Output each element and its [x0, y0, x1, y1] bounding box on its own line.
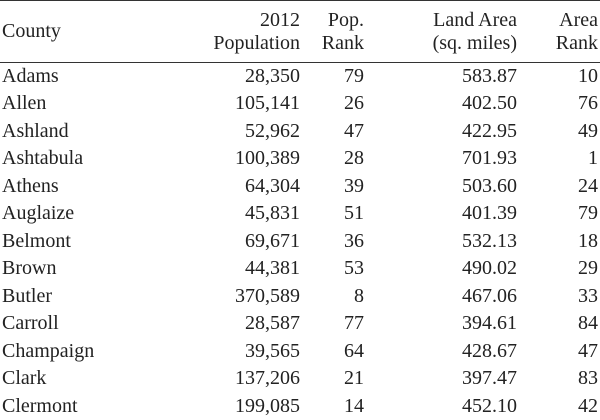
area-rank-cell: 33: [525, 283, 600, 311]
header-land-area-line-2: (sq. miles): [370, 32, 517, 55]
county-name: Auglaize: [0, 200, 175, 228]
land-area-cell: 397.47: [370, 365, 525, 393]
land-area-cell: 402.50: [370, 90, 525, 118]
header-land-area: Land Area (sq. miles): [370, 1, 525, 63]
header-pop-rank-line-2: Rank: [310, 32, 364, 55]
county-name: Champaign: [0, 338, 175, 366]
area-rank-cell: 84: [525, 310, 600, 338]
pop-rank-cell: 39: [310, 173, 370, 201]
land-area-cell: 467.06: [370, 283, 525, 311]
pop-rank-cell: 47: [310, 118, 370, 146]
table-body: Adams 28,350 79 583.87 10 Allen 105,141 …: [0, 63, 600, 420]
population-cell: 105,141: [175, 90, 310, 118]
land-area-cell: 422.95: [370, 118, 525, 146]
table-row: Allen 105,141 26 402.50 76: [0, 90, 600, 118]
table-row: Ashland 52,962 47 422.95 49: [0, 118, 600, 146]
table-header: County 2012 Population Pop. Rank Land Ar…: [0, 1, 600, 63]
header-county: County: [0, 1, 175, 63]
population-cell: 64,304: [175, 173, 310, 201]
pop-rank-cell: 14: [310, 393, 370, 420]
pop-rank-cell: 53: [310, 255, 370, 283]
table-row: Belmont 69,671 36 532.13 18: [0, 228, 600, 256]
population-cell: 199,085: [175, 393, 310, 420]
area-rank-cell: 83: [525, 365, 600, 393]
population-cell: 52,962: [175, 118, 310, 146]
population-cell: 137,206: [175, 365, 310, 393]
header-population-line-1: 2012: [175, 9, 300, 32]
county-name: Allen: [0, 90, 175, 118]
pop-rank-cell: 64: [310, 338, 370, 366]
county-name: Athens: [0, 173, 175, 201]
area-rank-cell: 10: [525, 63, 600, 91]
table-row: Butler 370,589 8 467.06 33: [0, 283, 600, 311]
header-row: County 2012 Population Pop. Rank Land Ar…: [0, 1, 600, 63]
county-name: Brown: [0, 255, 175, 283]
area-rank-cell: 76: [525, 90, 600, 118]
county-name: Clark: [0, 365, 175, 393]
header-population-line-2: Population: [175, 32, 300, 55]
county-name: Ashland: [0, 118, 175, 146]
county-name: Belmont: [0, 228, 175, 256]
area-rank-cell: 29: [525, 255, 600, 283]
population-cell: 370,589: [175, 283, 310, 311]
pop-rank-cell: 26: [310, 90, 370, 118]
county-name: Ashtabula: [0, 145, 175, 173]
header-area-rank-line-1: Area: [525, 9, 598, 32]
land-area-cell: 428.67: [370, 338, 525, 366]
pop-rank-cell: 36: [310, 228, 370, 256]
pop-rank-cell: 79: [310, 63, 370, 91]
population-cell: 39,565: [175, 338, 310, 366]
header-pop-rank-line-1: Pop.: [310, 9, 364, 32]
table-row: Auglaize 45,831 51 401.39 79: [0, 200, 600, 228]
table-row: Clark 137,206 21 397.47 83: [0, 365, 600, 393]
area-rank-cell: 1: [525, 145, 600, 173]
population-cell: 100,389: [175, 145, 310, 173]
area-rank-cell: 49: [525, 118, 600, 146]
header-area-rank: Area Rank: [525, 1, 600, 63]
population-cell: 44,381: [175, 255, 310, 283]
pop-rank-cell: 28: [310, 145, 370, 173]
population-cell: 28,350: [175, 63, 310, 91]
land-area-cell: 583.87: [370, 63, 525, 91]
pop-rank-cell: 8: [310, 283, 370, 311]
header-county-line-1: County: [2, 20, 175, 43]
land-area-cell: 701.93: [370, 145, 525, 173]
land-area-cell: 452.10: [370, 393, 525, 420]
land-area-cell: 503.60: [370, 173, 525, 201]
population-cell: 45,831: [175, 200, 310, 228]
header-pop-rank: Pop. Rank: [310, 1, 370, 63]
county-name: Clermont: [0, 393, 175, 420]
land-area-cell: 394.61: [370, 310, 525, 338]
table-row: Athens 64,304 39 503.60 24: [0, 173, 600, 201]
area-rank-cell: 42: [525, 393, 600, 420]
land-area-cell: 490.02: [370, 255, 525, 283]
pop-rank-cell: 21: [310, 365, 370, 393]
land-area-cell: 532.13: [370, 228, 525, 256]
table-row: Champaign 39,565 64 428.67 47: [0, 338, 600, 366]
area-rank-cell: 79: [525, 200, 600, 228]
county-name: Carroll: [0, 310, 175, 338]
area-rank-cell: 24: [525, 173, 600, 201]
population-cell: 69,671: [175, 228, 310, 256]
land-area-cell: 401.39: [370, 200, 525, 228]
pop-rank-cell: 51: [310, 200, 370, 228]
header-land-area-line-1: Land Area: [370, 9, 517, 32]
table-row: Clermont 199,085 14 452.10 42: [0, 393, 600, 420]
pop-rank-cell: 77: [310, 310, 370, 338]
table-row: Adams 28,350 79 583.87 10: [0, 63, 600, 91]
table-row: Carroll 28,587 77 394.61 84: [0, 310, 600, 338]
header-area-rank-line-2: Rank: [525, 32, 598, 55]
table-row: Ashtabula 100,389 28 701.93 1: [0, 145, 600, 173]
county-name: Butler: [0, 283, 175, 311]
area-rank-cell: 47: [525, 338, 600, 366]
county-name: Adams: [0, 63, 175, 91]
table-row: Brown 44,381 53 490.02 29: [0, 255, 600, 283]
area-rank-cell: 18: [525, 228, 600, 256]
header-population: 2012 Population: [175, 1, 310, 63]
population-cell: 28,587: [175, 310, 310, 338]
